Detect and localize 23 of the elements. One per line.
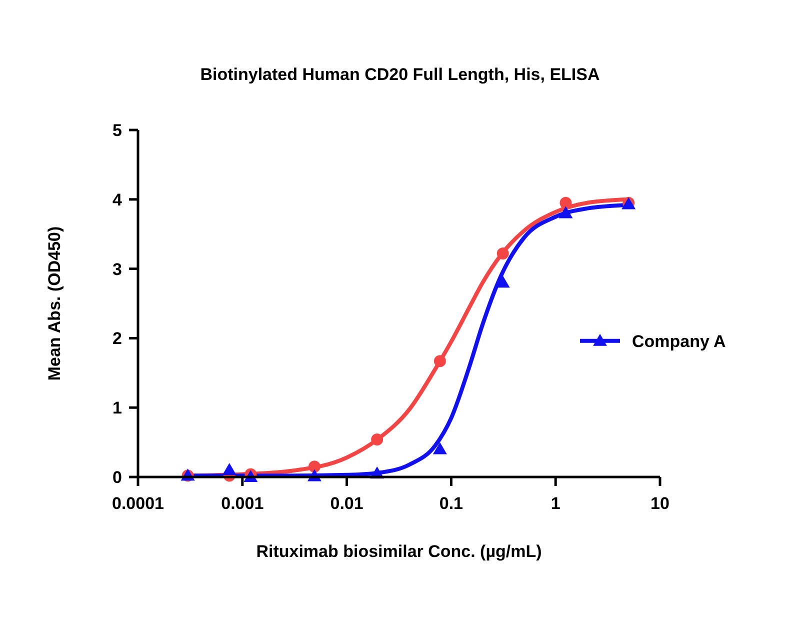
y-tick-label: 0 <box>112 468 122 487</box>
legend-label: Company A <box>632 332 726 351</box>
chart-title: Biotinylated Human CD20 Full Length, His, ELISA <box>200 65 600 84</box>
point <box>371 434 384 446</box>
point <box>560 196 572 209</box>
point <box>558 206 573 218</box>
y-axis-title: Mean Abs. (OD450) <box>45 226 64 381</box>
x-tick-label: 1 <box>550 494 560 513</box>
x-tick-label: 10 <box>650 494 670 513</box>
y-tick-label: 4 <box>112 190 123 210</box>
x-axis-title: Rituximab biosimilar Conc. (µg/mL) <box>256 542 542 561</box>
x-tick-label: 0.1 <box>439 494 464 513</box>
y-tick-label: 1 <box>112 398 122 418</box>
x-tick-label: 0.01 <box>330 494 364 513</box>
point <box>496 248 509 260</box>
x-tick-label: 0.001 <box>221 494 264 513</box>
point <box>432 442 447 454</box>
point <box>308 460 320 473</box>
point <box>434 355 446 368</box>
y-tick-label: 3 <box>112 260 122 279</box>
y-tick-label: 2 <box>112 329 122 348</box>
y-tick-label: 5 <box>112 121 122 140</box>
x-tick-label: 0.0001 <box>112 494 164 513</box>
